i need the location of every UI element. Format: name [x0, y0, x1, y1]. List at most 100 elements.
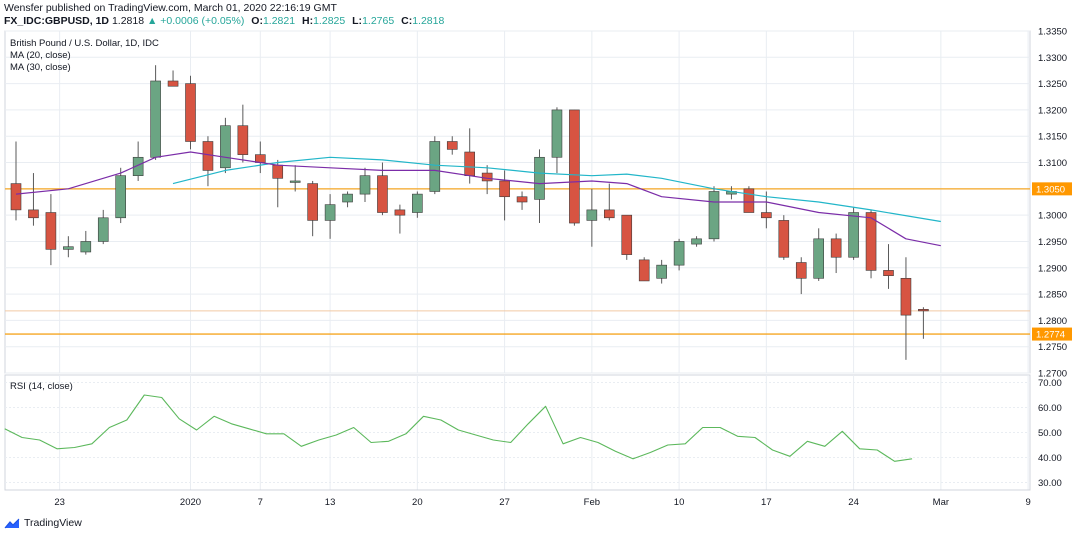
- symbol-label: FX_IDC:GBPUSD, 1D: [4, 15, 110, 27]
- candle-bearish: [185, 83, 196, 142]
- price-axis-tick: 1.2900: [1038, 263, 1067, 274]
- high-value: 1.2825: [313, 15, 346, 27]
- candle-bearish: [830, 238, 842, 258]
- open-label: O:: [251, 15, 263, 27]
- time-axis-tick: 20: [412, 497, 423, 508]
- rsi-axis-tick: 60.00: [1038, 403, 1062, 414]
- close-value: 1.2818: [412, 15, 445, 27]
- legend-title: British Pound / U.S. Dollar, 1D, IDC: [10, 38, 159, 49]
- candle-bearish: [795, 262, 807, 279]
- candle-bullish: [534, 156, 545, 200]
- price-axis-tick: 1.3000: [1038, 211, 1067, 222]
- low-label: L:: [352, 15, 363, 27]
- candle-bearish: [918, 309, 929, 312]
- price-axis-tick: 1.2750: [1038, 342, 1067, 353]
- candle-bullish: [359, 175, 371, 195]
- candle-bearish: [202, 141, 214, 171]
- candle-bullish: [80, 241, 92, 253]
- candle-bearish: [778, 220, 790, 258]
- candle-bearish: [603, 209, 615, 219]
- tradingview-logo-icon: [4, 518, 20, 529]
- candle-bearish: [377, 175, 388, 213]
- low-value: 1.2765: [362, 15, 395, 27]
- candle-bearish: [569, 109, 580, 224]
- rsi-line: [4, 394, 913, 462]
- time-axis-tick: 9: [1025, 497, 1030, 508]
- price-axis-tick: 1.3250: [1038, 79, 1067, 90]
- candle-bullish: [673, 241, 685, 266]
- candle-bearish: [516, 196, 528, 203]
- candle-bearish: [167, 80, 179, 87]
- candle-bullish: [324, 204, 336, 221]
- candle-bullish: [132, 156, 144, 176]
- candle-bearish: [45, 212, 57, 250]
- candle-bullish: [691, 238, 702, 245]
- footer-brand[interactable]: TradingView: [4, 517, 82, 529]
- candle-bullish: [289, 180, 301, 183]
- price-axis-tick: 1.2700: [1038, 369, 1067, 380]
- price-axis-tick: 1.3350: [1038, 28, 1067, 38]
- candle-bullish: [429, 141, 441, 192]
- candle-bearish: [28, 209, 39, 219]
- candle-bullish: [848, 212, 859, 258]
- price-axis-tick: 1.3300: [1038, 53, 1067, 64]
- candle-bullish: [656, 264, 667, 279]
- candle-bullish: [813, 238, 825, 279]
- candle-bearish: [255, 154, 266, 163]
- candle-bearish: [865, 212, 877, 271]
- candle-bullish: [412, 193, 423, 213]
- candle-bearish: [394, 209, 406, 216]
- candle-bullish: [63, 246, 74, 250]
- time-axis-tick: 2020: [180, 497, 201, 508]
- candle-bearish: [900, 277, 912, 316]
- candle-bullish: [220, 125, 231, 169]
- footer-brand-label: TradingView: [24, 517, 82, 529]
- candle-bearish: [761, 212, 772, 219]
- candle-bearish: [638, 259, 650, 282]
- time-axis-tick: 10: [674, 497, 685, 508]
- time-axis-tick: 17: [761, 497, 772, 508]
- price-axis-tick: 1.2950: [1038, 237, 1067, 248]
- candle-bearish: [743, 188, 755, 213]
- time-axis-tick: 7: [258, 497, 263, 508]
- open-value: 1.2821: [262, 15, 296, 27]
- ma20-line: [15, 151, 941, 247]
- candle-bearish: [237, 125, 249, 155]
- candle-bearish: [307, 183, 318, 221]
- candle-bullish: [551, 109, 563, 158]
- candle-bearish: [883, 270, 894, 276]
- high-label: H:: [302, 15, 314, 27]
- legend-rsi: RSI (14, close): [10, 381, 73, 392]
- time-axis-tick: Feb: [584, 497, 600, 508]
- time-axis-tick: 27: [499, 497, 510, 508]
- publisher-line: Wensfer published on TradingView.com, Ma…: [4, 2, 337, 14]
- legend-ma30: MA (30, close): [10, 62, 71, 73]
- time-axis-tick: Mar: [933, 497, 949, 508]
- candle-bullish: [708, 191, 720, 240]
- last-price: 1.2818: [111, 15, 145, 27]
- legend-ma20: MA (20, close): [10, 50, 71, 61]
- candle-bearish: [499, 180, 510, 198]
- price-axis-tick: 1.3150: [1038, 132, 1067, 143]
- ma30-line: [172, 156, 941, 223]
- candle-bullish: [97, 217, 109, 242]
- time-axis-tick: 13: [325, 497, 336, 508]
- candle-bearish: [464, 151, 476, 176]
- candle-bearish: [446, 141, 458, 150]
- rsi-axis-tick: 50.00: [1038, 428, 1062, 439]
- time-axis-tick: 23: [54, 497, 65, 508]
- price-chart[interactable]: 1.3350 1.3300 1.3250 1.3200 1.3150 1.3100 1.30…: [0, 28, 1080, 514]
- time-axis-tick: 24: [848, 497, 859, 508]
- rsi-axis-tick: 70.00: [1038, 378, 1062, 389]
- candle-bearish: [272, 164, 284, 179]
- candle-bullish: [150, 80, 161, 158]
- candle-bearish: [10, 183, 22, 211]
- candle-bullish: [115, 175, 126, 219]
- level-price-label: 1.3050: [1036, 184, 1065, 195]
- level-price-tag: [1032, 327, 1072, 341]
- price-axis-tick: 1.3100: [1038, 158, 1067, 169]
- rsi-axis-tick: 40.00: [1038, 453, 1062, 464]
- candle-bearish: [621, 214, 633, 255]
- level-price-tag: [1032, 182, 1072, 196]
- level-price-label: 1.2774: [1036, 330, 1065, 341]
